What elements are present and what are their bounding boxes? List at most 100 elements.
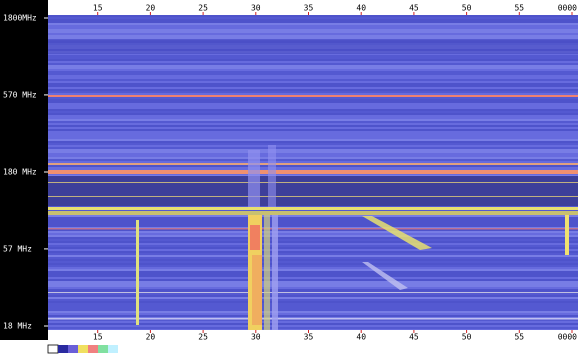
spectrogram-image: [48, 15, 578, 331]
noise-row: [48, 245, 578, 247]
noise-row: [48, 131, 578, 133]
palette-swatch: [98, 345, 108, 353]
noise-row: [48, 127, 578, 129]
noise-row: [48, 101, 578, 103]
noise-row: [48, 71, 578, 73]
x-tick-label: 25: [198, 333, 208, 342]
noise-row: [48, 305, 578, 307]
page: {"chart_data": {"type": "spectrogram", "…: [0, 0, 578, 355]
noise-row: [48, 83, 578, 85]
noise-row: [48, 77, 578, 79]
noise-row: [48, 289, 578, 291]
noise-row: [48, 159, 578, 161]
noise-row: [48, 141, 578, 143]
noise-row: [48, 27, 578, 29]
noise-row: [48, 161, 578, 163]
signal-line: [48, 228, 578, 230]
noise-row: [48, 285, 578, 287]
noise-row: [48, 55, 578, 57]
noise-row: [48, 35, 578, 37]
signal-band: [48, 211, 578, 215]
noise-row: [48, 231, 578, 233]
noise-row: [48, 63, 578, 65]
noise-row: [48, 321, 578, 323]
noise-row: [48, 287, 578, 289]
x-tick-label: 0000: [558, 333, 577, 342]
noise-row: [48, 215, 578, 217]
noise-row: [48, 269, 578, 271]
vertical-line: [565, 215, 569, 255]
noise-row: [48, 29, 578, 31]
noise-row: [48, 89, 578, 91]
noise-row: [48, 267, 578, 269]
spectrogram-window: 1515202025253030353540404545505055550000…: [0, 0, 578, 355]
noise-row: [48, 247, 578, 249]
noise-row: [48, 153, 578, 155]
noise-row: [48, 325, 578, 327]
y-tick-label: 18 MHz: [3, 322, 32, 331]
vertical-burst: [252, 255, 262, 325]
noise-row: [48, 31, 578, 33]
y-tick-label: 180 MHz: [3, 168, 37, 177]
noise-row: [48, 107, 578, 109]
signal-line: [48, 182, 578, 183]
noise-row: [48, 117, 578, 119]
noise-row: [48, 91, 578, 93]
noise-row: [48, 279, 578, 281]
noise-row: [48, 75, 578, 77]
noise-row: [48, 293, 578, 295]
vertical-ghost: [268, 145, 276, 207]
x-tick-label: 50: [462, 4, 472, 13]
palette-swatch: [88, 345, 98, 353]
noise-row: [48, 237, 578, 239]
noise-row: [48, 219, 578, 221]
noise-row: [48, 275, 578, 277]
noise-row: [48, 297, 578, 299]
signal-line: [48, 318, 578, 320]
x-tick-label: 40: [356, 4, 366, 13]
noise-row: [48, 133, 578, 135]
noise-row: [48, 151, 578, 153]
noise-row: [48, 255, 578, 257]
noise-row: [48, 109, 578, 111]
noise-row: [48, 67, 578, 69]
noise-row: [48, 57, 578, 59]
x-tick-label: 35: [304, 333, 314, 342]
noise-row: [48, 315, 578, 317]
x-tick-label: 50: [462, 333, 472, 342]
x-tick-label: 45: [409, 4, 419, 13]
y-tick-label: 57 MHz: [3, 244, 32, 253]
x-tick-label: 20: [146, 333, 156, 342]
x-tick-label: 0000: [558, 4, 577, 13]
noise-row: [48, 19, 578, 21]
noise-row: [48, 253, 578, 255]
palette: [48, 345, 118, 353]
noise-row: [48, 309, 578, 311]
noise-row: [48, 225, 578, 227]
palette-swatch: [58, 345, 68, 353]
dark-band: [48, 40, 578, 54]
noise-row: [48, 137, 578, 139]
noise-row: [48, 271, 578, 273]
noise-row: [48, 257, 578, 259]
x-tick-label: 35: [304, 4, 314, 13]
noise-row: [48, 85, 578, 87]
noise-row: [48, 139, 578, 141]
noise-row: [48, 145, 578, 147]
x-tick-label: 30: [251, 333, 261, 342]
vertical-line: [136, 220, 139, 325]
noise-row: [48, 69, 578, 71]
noise-row: [48, 135, 578, 137]
noise-row: [48, 73, 578, 75]
noise-row: [48, 115, 578, 117]
noise-row: [48, 313, 578, 315]
noise-row: [48, 143, 578, 145]
noise-row: [48, 249, 578, 251]
palette-swatch: [78, 345, 88, 353]
noise-row: [48, 311, 578, 313]
noise-row: [48, 129, 578, 131]
noise-row: [48, 233, 578, 235]
noise-row: [48, 87, 578, 89]
noise-row: [48, 327, 578, 329]
noise-row: [48, 21, 578, 23]
